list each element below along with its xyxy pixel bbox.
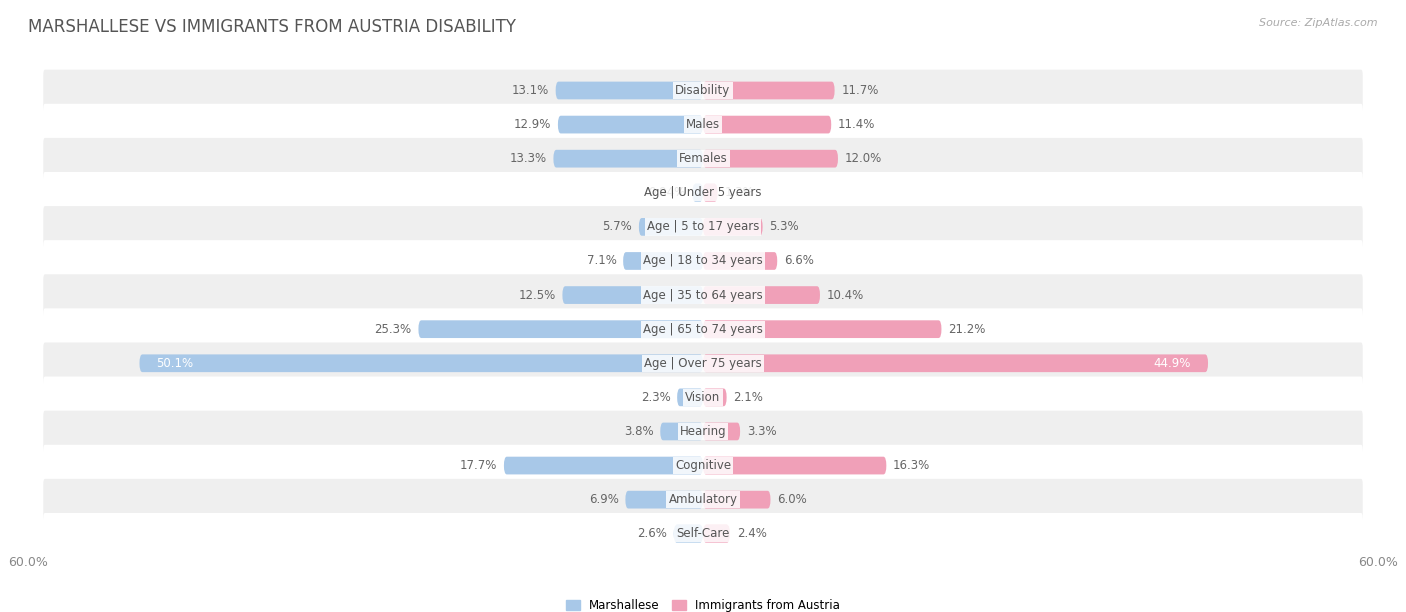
FancyBboxPatch shape <box>554 150 703 168</box>
Text: 3.8%: 3.8% <box>624 425 654 438</box>
FancyBboxPatch shape <box>703 457 886 474</box>
Text: 17.7%: 17.7% <box>460 459 498 472</box>
FancyBboxPatch shape <box>44 172 1362 214</box>
Legend: Marshallese, Immigrants from Austria: Marshallese, Immigrants from Austria <box>561 594 845 612</box>
FancyBboxPatch shape <box>703 184 717 201</box>
FancyBboxPatch shape <box>44 104 1362 146</box>
Text: 0.94%: 0.94% <box>648 186 686 200</box>
FancyBboxPatch shape <box>44 376 1362 418</box>
Text: 16.3%: 16.3% <box>893 459 931 472</box>
FancyBboxPatch shape <box>44 411 1362 452</box>
FancyBboxPatch shape <box>678 389 703 406</box>
Text: 11.4%: 11.4% <box>838 118 876 131</box>
FancyBboxPatch shape <box>139 354 703 372</box>
FancyBboxPatch shape <box>503 457 703 474</box>
FancyBboxPatch shape <box>661 423 703 440</box>
FancyBboxPatch shape <box>44 445 1362 487</box>
FancyBboxPatch shape <box>44 513 1362 554</box>
Text: 3.3%: 3.3% <box>747 425 776 438</box>
Text: Males: Males <box>686 118 720 131</box>
FancyBboxPatch shape <box>44 343 1362 384</box>
FancyBboxPatch shape <box>562 286 703 304</box>
FancyBboxPatch shape <box>44 138 1362 179</box>
Text: Age | Under 5 years: Age | Under 5 years <box>644 186 762 200</box>
Text: 21.2%: 21.2% <box>948 323 986 335</box>
FancyBboxPatch shape <box>44 479 1362 520</box>
Text: Disability: Disability <box>675 84 731 97</box>
FancyBboxPatch shape <box>673 525 703 543</box>
FancyBboxPatch shape <box>703 389 727 406</box>
Text: Age | 18 to 34 years: Age | 18 to 34 years <box>643 255 763 267</box>
FancyBboxPatch shape <box>692 184 703 201</box>
Text: 6.9%: 6.9% <box>589 493 619 506</box>
Text: Ambulatory: Ambulatory <box>668 493 738 506</box>
Text: 5.3%: 5.3% <box>769 220 799 233</box>
FancyBboxPatch shape <box>703 320 942 338</box>
Text: 12.0%: 12.0% <box>845 152 882 165</box>
FancyBboxPatch shape <box>703 423 740 440</box>
Text: Self-Care: Self-Care <box>676 528 730 540</box>
FancyBboxPatch shape <box>638 218 703 236</box>
Text: 2.4%: 2.4% <box>737 528 766 540</box>
FancyBboxPatch shape <box>703 81 835 99</box>
Text: Hearing: Hearing <box>679 425 727 438</box>
Text: 6.0%: 6.0% <box>778 493 807 506</box>
FancyBboxPatch shape <box>44 274 1362 316</box>
FancyBboxPatch shape <box>703 525 730 543</box>
Text: MARSHALLESE VS IMMIGRANTS FROM AUSTRIA DISABILITY: MARSHALLESE VS IMMIGRANTS FROM AUSTRIA D… <box>28 18 516 36</box>
FancyBboxPatch shape <box>44 206 1362 248</box>
FancyBboxPatch shape <box>703 491 770 509</box>
Text: 2.6%: 2.6% <box>637 528 666 540</box>
Text: 13.1%: 13.1% <box>512 84 548 97</box>
FancyBboxPatch shape <box>44 70 1362 111</box>
FancyBboxPatch shape <box>626 491 703 509</box>
Text: Females: Females <box>679 152 727 165</box>
FancyBboxPatch shape <box>703 150 838 168</box>
Text: Source: ZipAtlas.com: Source: ZipAtlas.com <box>1260 18 1378 28</box>
FancyBboxPatch shape <box>703 252 778 270</box>
FancyBboxPatch shape <box>558 116 703 133</box>
Text: 1.3%: 1.3% <box>724 186 754 200</box>
Text: Vision: Vision <box>685 391 721 404</box>
Text: Age | 35 to 64 years: Age | 35 to 64 years <box>643 289 763 302</box>
Text: 6.6%: 6.6% <box>785 255 814 267</box>
FancyBboxPatch shape <box>44 308 1362 350</box>
FancyBboxPatch shape <box>623 252 703 270</box>
FancyBboxPatch shape <box>555 81 703 99</box>
Text: 13.3%: 13.3% <box>509 152 547 165</box>
FancyBboxPatch shape <box>703 116 831 133</box>
Text: 12.9%: 12.9% <box>513 118 551 131</box>
Text: 44.9%: 44.9% <box>1154 357 1191 370</box>
Text: 2.3%: 2.3% <box>641 391 671 404</box>
Text: 2.1%: 2.1% <box>734 391 763 404</box>
FancyBboxPatch shape <box>703 354 1208 372</box>
Text: 7.1%: 7.1% <box>586 255 616 267</box>
Text: Age | 5 to 17 years: Age | 5 to 17 years <box>647 220 759 233</box>
Text: 10.4%: 10.4% <box>827 289 863 302</box>
Text: Age | Over 75 years: Age | Over 75 years <box>644 357 762 370</box>
FancyBboxPatch shape <box>703 218 762 236</box>
Text: 25.3%: 25.3% <box>374 323 412 335</box>
FancyBboxPatch shape <box>703 286 820 304</box>
FancyBboxPatch shape <box>44 240 1362 282</box>
Text: 50.1%: 50.1% <box>156 357 194 370</box>
Text: 11.7%: 11.7% <box>841 84 879 97</box>
FancyBboxPatch shape <box>419 320 703 338</box>
Text: Cognitive: Cognitive <box>675 459 731 472</box>
Text: Age | 65 to 74 years: Age | 65 to 74 years <box>643 323 763 335</box>
Text: 12.5%: 12.5% <box>519 289 555 302</box>
Text: 5.7%: 5.7% <box>602 220 633 233</box>
